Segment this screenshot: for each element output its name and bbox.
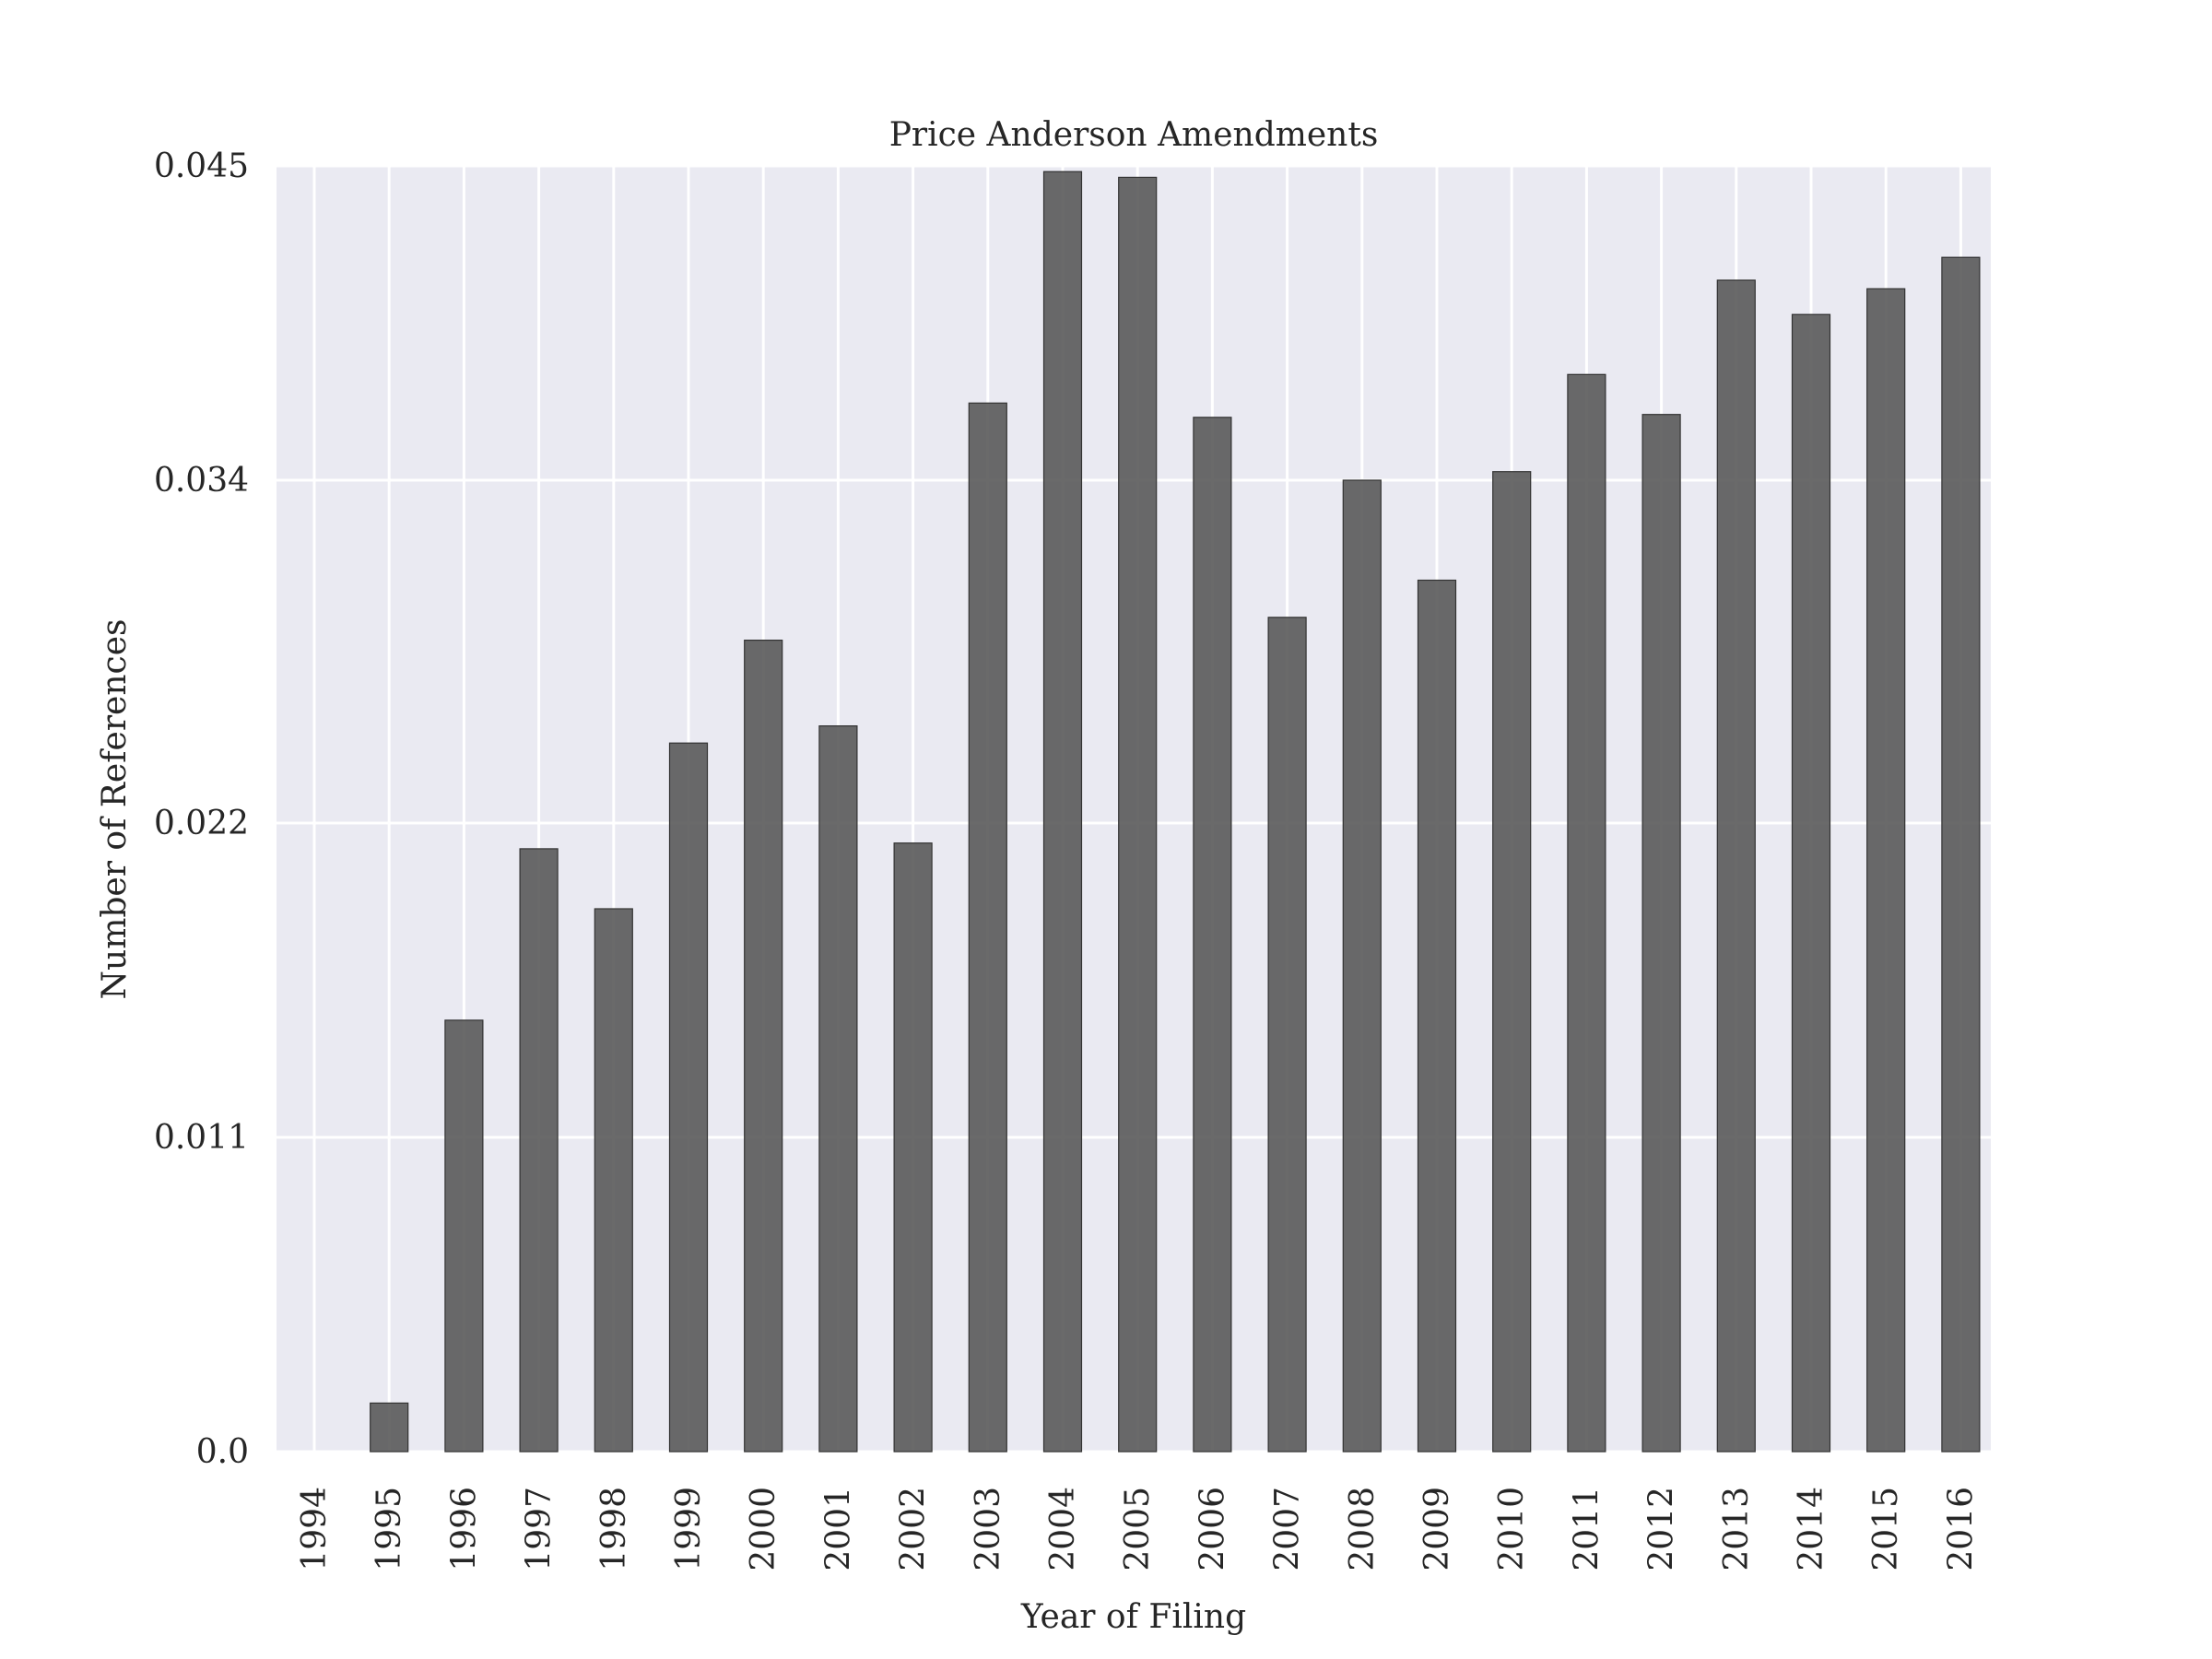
x-tick-label: 2015 — [1867, 1487, 1905, 1571]
y-axis-label: Number of References — [96, 619, 134, 1000]
x-tick-label: 2005 — [1119, 1487, 1157, 1571]
bar-2009 — [1417, 579, 1457, 1453]
bar-2002 — [893, 842, 933, 1453]
bar-2010 — [1492, 471, 1532, 1453]
x-tick-label: 2006 — [1194, 1487, 1231, 1571]
x-tick-label: 1994 — [296, 1487, 334, 1571]
x-tick-label: 2003 — [970, 1487, 1007, 1571]
x-tick-label: 2012 — [1643, 1487, 1681, 1571]
x-tick-label: 1995 — [371, 1487, 408, 1571]
x-tick-label: 2014 — [1793, 1487, 1830, 1571]
bar-2003 — [968, 402, 1007, 1453]
bar-2005 — [1118, 176, 1158, 1453]
x-tick-label: 2010 — [1493, 1487, 1531, 1571]
x-tick-label: 2000 — [745, 1487, 782, 1571]
x-tick-label: 2004 — [1044, 1487, 1082, 1571]
bar-2001 — [818, 724, 858, 1453]
y-tick-label: 0.0 — [196, 1433, 249, 1471]
x-tick-label: 2013 — [1718, 1487, 1756, 1571]
bar-2014 — [1791, 313, 1831, 1453]
bar-2013 — [1716, 279, 1756, 1453]
x-tick-label: 2001 — [819, 1487, 857, 1571]
y-tick-label: 0.034 — [154, 462, 249, 500]
bar-2008 — [1342, 479, 1382, 1453]
bar-2004 — [1042, 171, 1083, 1453]
bar-1997 — [519, 848, 559, 1453]
x-tick-label: 2007 — [1269, 1487, 1307, 1571]
x-tick-label: 1999 — [670, 1487, 708, 1571]
x-tick-label: 2011 — [1568, 1487, 1606, 1571]
bar-2012 — [1641, 414, 1681, 1453]
x-tick-label: 2002 — [895, 1487, 933, 1571]
bar-1999 — [668, 742, 709, 1453]
x-tick-label: 2008 — [1344, 1487, 1382, 1571]
bar-1996 — [444, 1019, 484, 1453]
bars — [370, 171, 1981, 1453]
bar-1995 — [370, 1402, 409, 1453]
bar-2000 — [744, 639, 783, 1453]
bar-2015 — [1866, 288, 1906, 1453]
x-tick-label: 1998 — [595, 1487, 633, 1571]
y-tick-label: 0.022 — [154, 805, 249, 842]
x-tick-label: 2009 — [1418, 1487, 1456, 1571]
bar-2006 — [1193, 417, 1232, 1453]
x-tick-label: 1997 — [521, 1487, 559, 1571]
bar-1998 — [594, 908, 633, 1453]
bar-2016 — [1941, 256, 1981, 1453]
x-tick-labels: 1994 1995 1996 1997 1998 1999 2000 2001 2002 2003… — [296, 1487, 1980, 1571]
x-axis-label: Year of Filing — [1020, 1598, 1246, 1636]
bar-2011 — [1567, 373, 1606, 1453]
x-tick-label: 1996 — [445, 1487, 483, 1571]
y-tick-label: 0.045 — [154, 147, 249, 185]
x-tick-label: 2016 — [1942, 1487, 1980, 1571]
y-tick-label: 0.011 — [154, 1119, 249, 1157]
y-tick-labels: 0.0 0.011 0.022 0.034 0.045 — [154, 147, 249, 1471]
bar-2007 — [1267, 617, 1307, 1453]
chart-title: Price Anderson Amendments — [889, 116, 1379, 154]
